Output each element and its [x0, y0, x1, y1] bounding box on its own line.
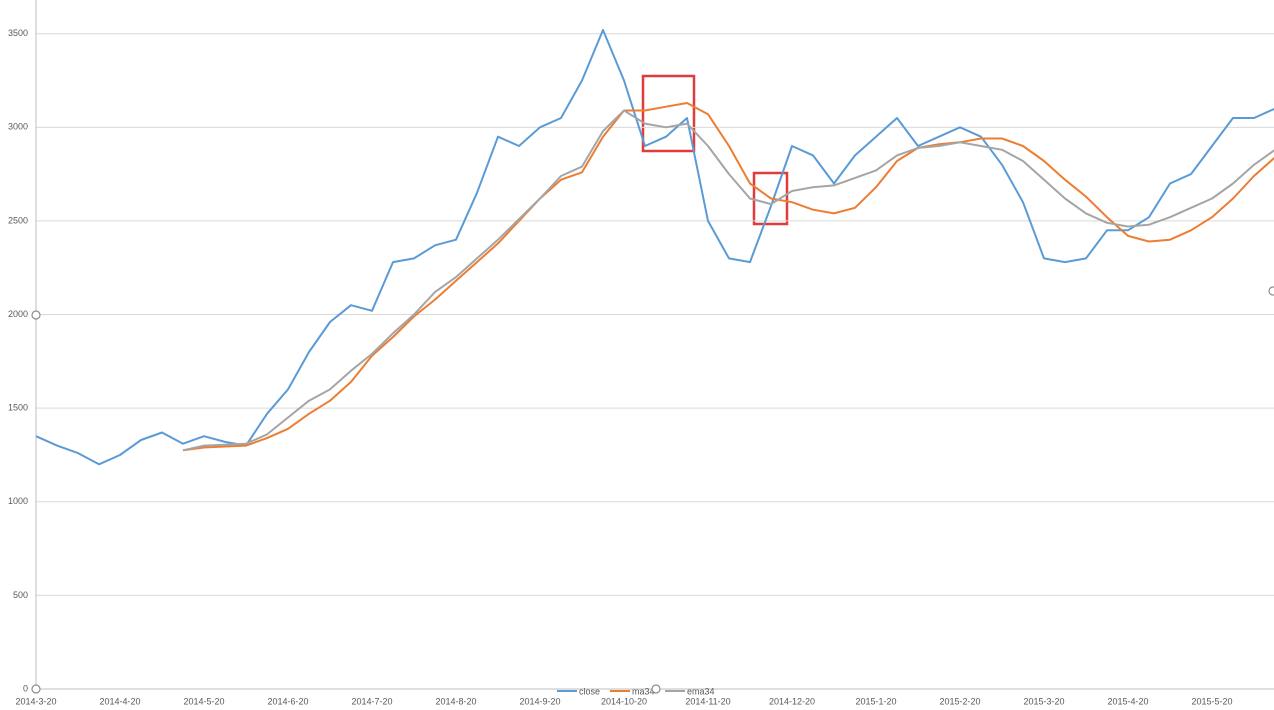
y-tick-label: 2500: [8, 215, 28, 225]
y-tick-label: 3500: [8, 28, 28, 38]
x-tick-label: 2015-4-20: [1107, 696, 1148, 706]
y-tick-label: 2000: [8, 309, 28, 319]
x-tick-label: 2014-10-20: [601, 696, 647, 706]
x-tick-label: 2014-6-20: [267, 696, 308, 706]
x-tick-label: 2015-3-20: [1023, 696, 1064, 706]
legend-label: ma34: [632, 686, 655, 696]
legend-label: ema34: [687, 686, 715, 696]
y-tick-label: 0: [23, 683, 28, 693]
x-tick-label: 2015-5-20: [1191, 696, 1232, 706]
y-tick-label: 1500: [8, 403, 28, 413]
x-tick-label: 2015-2-20: [939, 696, 980, 706]
selection-handle: [31, 684, 41, 694]
x-tick-label: 2014-7-20: [351, 696, 392, 706]
selection-handle: [651, 684, 661, 694]
x-tick-label: 2014-9-20: [519, 696, 560, 706]
highlight-box: [641, 74, 696, 153]
x-tick-label: 2014-4-20: [99, 696, 140, 706]
x-tick-label: 2014-5-20: [183, 696, 224, 706]
highlight-box: [752, 171, 789, 226]
x-tick-label: 2014-3-20: [15, 696, 56, 706]
series-line: [182, 109, 1274, 452]
legend-label: close: [579, 686, 600, 696]
y-tick-label: 3000: [8, 122, 28, 132]
x-tick-label: 2014-8-20: [435, 696, 476, 706]
y-tick-label: 1000: [8, 496, 28, 506]
selection-handle: [31, 310, 41, 320]
series-line: [182, 102, 1274, 452]
y-tick-label: 500: [13, 590, 28, 600]
x-tick-label: 2015-1-20: [855, 696, 896, 706]
x-tick-label: 2014-11-20: [685, 696, 730, 706]
selection-handle: [1268, 286, 1274, 296]
series-line: [35, 29, 1274, 466]
x-tick-label: 2014-12-20: [769, 696, 815, 706]
